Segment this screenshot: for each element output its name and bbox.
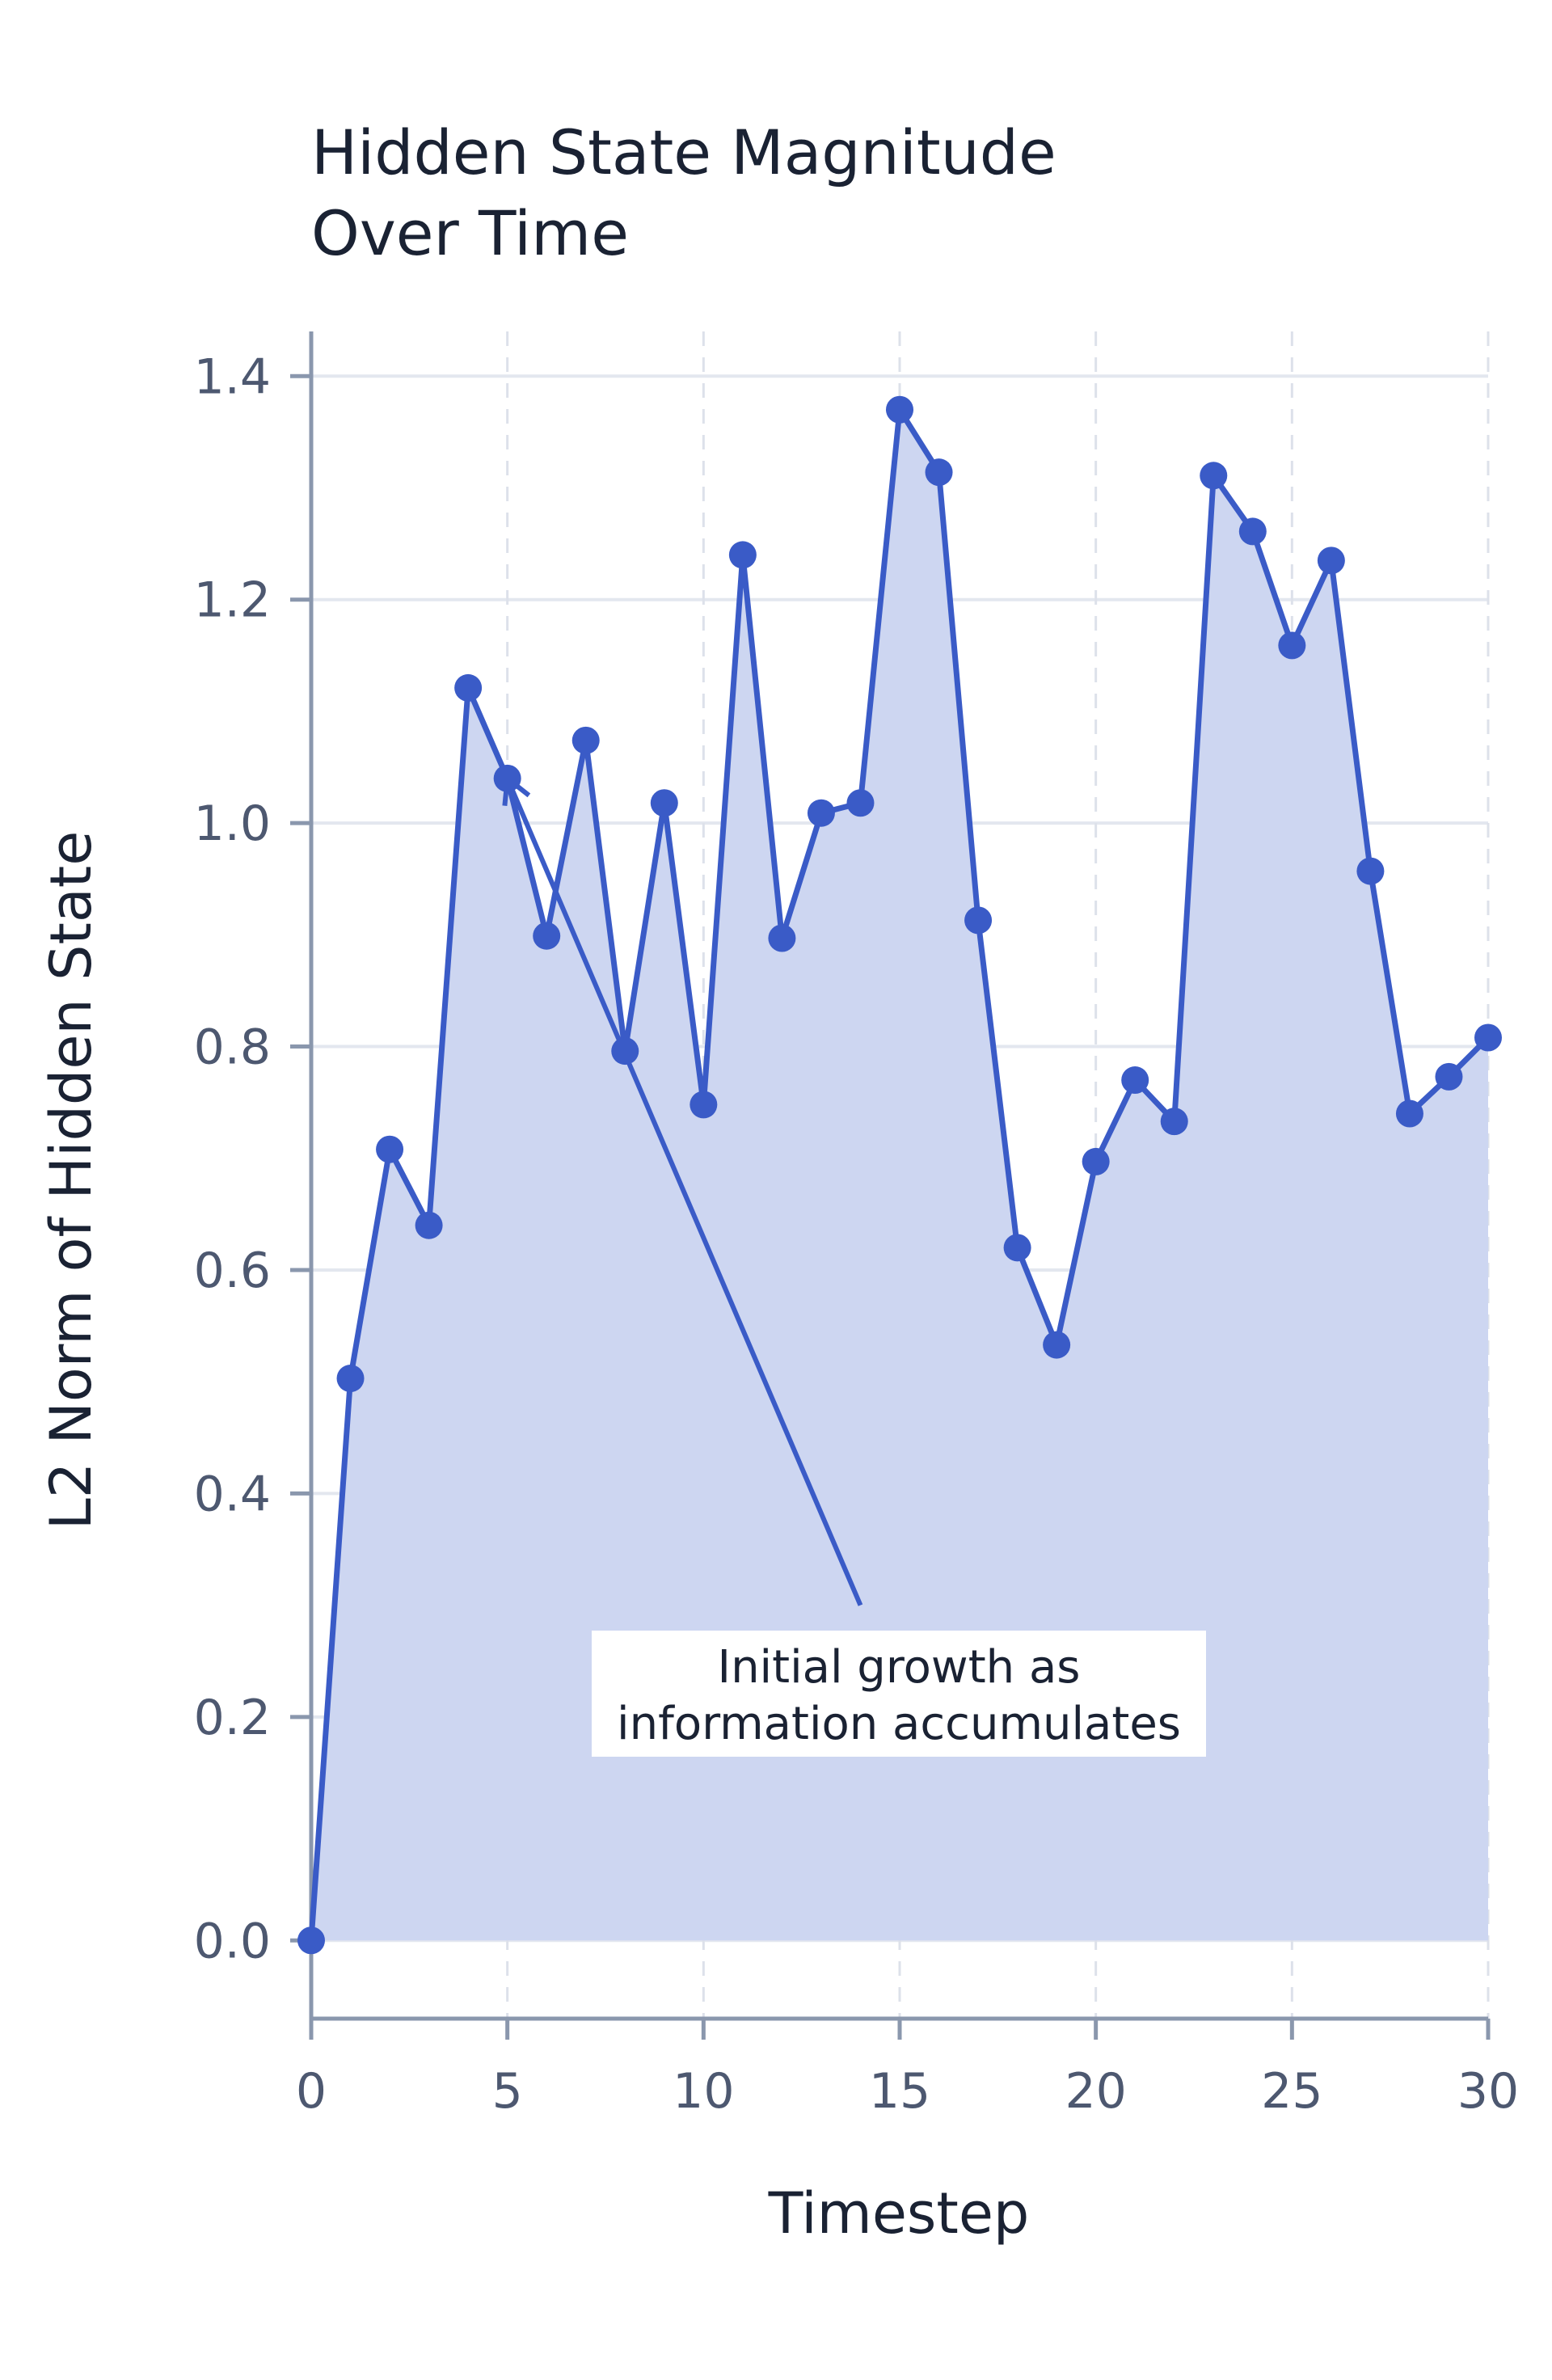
data-point-7 (571, 726, 600, 754)
annotation-box (592, 1631, 1206, 1757)
x-tick-labels: 0 5 10 15 20 25 30 (296, 2063, 1519, 2120)
y-tick-label-5: 1.0 (194, 795, 271, 852)
data-point-15 (886, 395, 913, 424)
y-tick-label-7: 1.4 (194, 348, 271, 405)
data-point-6 (533, 922, 561, 950)
data-point-25 (1278, 631, 1306, 660)
data-point-18 (1003, 1234, 1031, 1262)
data-point-29 (1435, 1062, 1463, 1091)
x-tick-label-2: 10 (673, 2063, 734, 2120)
data-point-27 (1356, 857, 1385, 885)
data-point-17 (964, 906, 993, 935)
data-point-1 (336, 1365, 365, 1393)
data-point-28 (1395, 1099, 1423, 1128)
y-tick-label-0: 0.0 (194, 1913, 271, 1969)
x-axis-label: Timestep (768, 2180, 1030, 2247)
data-point-4 (454, 673, 483, 702)
data-point-11 (728, 541, 757, 569)
data-point-21 (1121, 1066, 1149, 1095)
annotation-text-line-2: information accumulates (617, 1698, 1181, 1750)
y-axis-label: L2 Norm of Hidden State (38, 831, 104, 1530)
x-tick-label-1: 5 (492, 2063, 523, 2120)
y-tick-label-4: 0.8 (194, 1019, 271, 1076)
data-point-23 (1200, 462, 1228, 490)
data-point-5 (493, 764, 521, 792)
y-tick-label-1: 0.2 (194, 1690, 271, 1746)
data-point-9 (650, 789, 678, 817)
x-tick-label-4: 20 (1065, 2063, 1126, 2120)
data-point-8 (611, 1037, 639, 1066)
data-point-30 (1474, 1023, 1502, 1052)
y-tick-label-2: 0.4 (194, 1466, 271, 1522)
data-point-20 (1082, 1147, 1110, 1175)
data-point-12 (768, 924, 796, 952)
data-point-26 (1317, 546, 1345, 575)
chart-title: Hidden State Magnitude Over Time (311, 116, 1056, 269)
annotation-text-line-1: Initial growth as (718, 1641, 1081, 1694)
data-point-0 (297, 1926, 325, 1955)
data-point-14 (846, 789, 875, 817)
data-point-3 (415, 1211, 443, 1239)
y-tick-label-6: 1.2 (194, 572, 271, 629)
x-tick-label-6: 30 (1457, 2063, 1519, 2120)
data-point-16 (925, 458, 953, 487)
y-tick-label-3: 0.6 (194, 1243, 271, 1299)
data-point-24 (1238, 517, 1267, 546)
data-point-2 (376, 1135, 404, 1163)
x-tick-label-3: 15 (869, 2063, 930, 2120)
x-tick-label-0: 0 (296, 2063, 327, 2120)
area-fill (311, 409, 1488, 1941)
data-point-22 (1160, 1108, 1188, 1136)
data-point-13 (807, 799, 835, 827)
data-point-10 (690, 1091, 718, 1119)
chart-title-line-1: Hidden State Magnitude (311, 116, 1056, 188)
chart-title-line-2: Over Time (311, 197, 629, 269)
data-point-19 (1043, 1331, 1071, 1359)
y-tick-labels: 0.0 0.2 0.4 0.6 0.8 1.0 1.2 1.4 (194, 348, 271, 1969)
annotation-arrow (504, 777, 863, 1606)
data-points (297, 395, 1502, 1955)
x-tick-label-5: 25 (1261, 2063, 1322, 2120)
